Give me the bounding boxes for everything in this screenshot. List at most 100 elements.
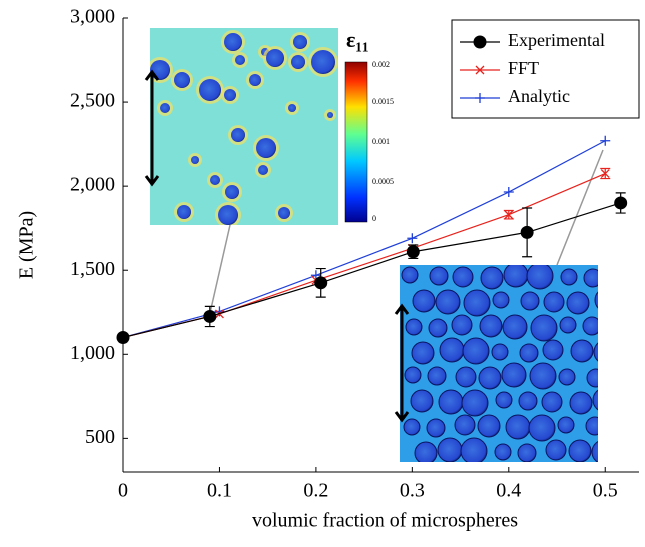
sphere	[530, 314, 558, 342]
sphere	[231, 128, 245, 142]
sphere	[479, 314, 503, 338]
insets: ε₁₁ 0.002 0.0015 0.001 0.0005 0	[144, 27, 604, 462]
sphere	[412, 289, 436, 313]
legend-label: Experimental	[508, 30, 605, 50]
marker	[314, 276, 328, 290]
sphere	[414, 441, 438, 462]
sphere	[199, 79, 221, 101]
marker	[475, 93, 485, 103]
marker	[520, 225, 534, 239]
sphere	[545, 439, 567, 461]
sphere	[288, 104, 296, 112]
x-tick-label: 0.3	[400, 480, 425, 502]
sphere	[558, 368, 576, 386]
x-tick-label: 0.2	[303, 480, 328, 502]
colorbar-title: ε₁₁	[346, 27, 369, 52]
sphere	[404, 366, 422, 384]
sphere	[174, 72, 190, 88]
marker	[203, 309, 217, 323]
y-axis-label: E (MPa)	[16, 211, 38, 279]
sphere	[218, 205, 238, 225]
colorbar-tick-label: 0.0005	[372, 177, 394, 186]
sphere	[594, 291, 598, 309]
sphere	[492, 291, 510, 309]
sphere	[560, 268, 578, 286]
sphere	[293, 35, 307, 49]
sphere	[501, 362, 527, 388]
marker	[473, 35, 487, 49]
sphere	[505, 414, 531, 440]
sphere	[519, 343, 539, 363]
sphere	[463, 289, 491, 317]
marker	[614, 196, 628, 210]
sphere	[517, 443, 537, 462]
sphere	[439, 337, 465, 363]
colorbar-tick-label: 0	[372, 214, 376, 223]
sphere	[591, 441, 598, 462]
sphere	[494, 443, 512, 461]
colorbar-tick-label: 0.0015	[372, 97, 394, 106]
sphere	[426, 418, 446, 438]
sphere	[403, 418, 421, 436]
sphere	[461, 389, 489, 417]
y-tick-label: 500	[85, 426, 115, 448]
sphere	[592, 389, 598, 411]
sphere	[266, 49, 284, 67]
sphere	[224, 33, 242, 51]
sphere	[520, 291, 540, 311]
sphere	[405, 318, 423, 336]
sphere	[258, 165, 268, 175]
colorbar	[344, 61, 368, 223]
sphere	[518, 391, 538, 411]
inset-microstructure	[400, 265, 598, 462]
sphere	[455, 366, 477, 388]
sphere	[495, 391, 513, 409]
marker	[407, 233, 418, 244]
x-tick-label: 0.1	[207, 480, 232, 502]
y-tick-label: 2,500	[70, 90, 115, 112]
sphere	[460, 437, 488, 462]
sphere	[438, 389, 464, 415]
x-tick-label: 0	[118, 480, 128, 502]
sphere	[278, 207, 290, 219]
y-tick-label: 2,000	[70, 174, 115, 196]
sphere	[462, 337, 490, 365]
sphere	[586, 368, 598, 388]
marker	[503, 187, 514, 198]
sphere	[435, 289, 461, 315]
legend-label: Analytic	[508, 86, 570, 106]
sphere	[503, 265, 529, 288]
sphere	[451, 314, 473, 336]
sphere	[569, 391, 593, 415]
x-axis-label: volumic fraction of microspheres	[252, 510, 518, 532]
sphere	[542, 339, 564, 361]
sphere	[566, 291, 590, 315]
marker	[116, 330, 130, 344]
sphere	[478, 366, 502, 390]
sphere	[593, 342, 598, 362]
sphere	[327, 112, 333, 118]
sphere	[256, 138, 276, 158]
sphere	[411, 341, 435, 365]
y-tick-label: 1,000	[70, 342, 115, 364]
sphere	[480, 266, 504, 290]
sphere	[529, 362, 557, 390]
series-line	[122, 202, 621, 339]
colorbar-tick-label: 0.002	[372, 60, 390, 69]
sphere	[541, 391, 563, 413]
connector	[556, 149, 604, 266]
legend: Experimental FFT Analytic	[451, 19, 640, 119]
sphere	[585, 416, 598, 436]
marker	[600, 135, 611, 146]
y-tick-label: 1,500	[70, 258, 115, 280]
sphere	[428, 318, 448, 338]
sphere	[311, 50, 335, 74]
sphere	[249, 74, 261, 86]
sphere	[568, 439, 592, 462]
y-tick-label: 3,000	[70, 6, 115, 28]
sphere	[452, 266, 474, 288]
sphere	[557, 416, 575, 434]
marker	[504, 210, 514, 220]
sphere	[160, 103, 170, 113]
